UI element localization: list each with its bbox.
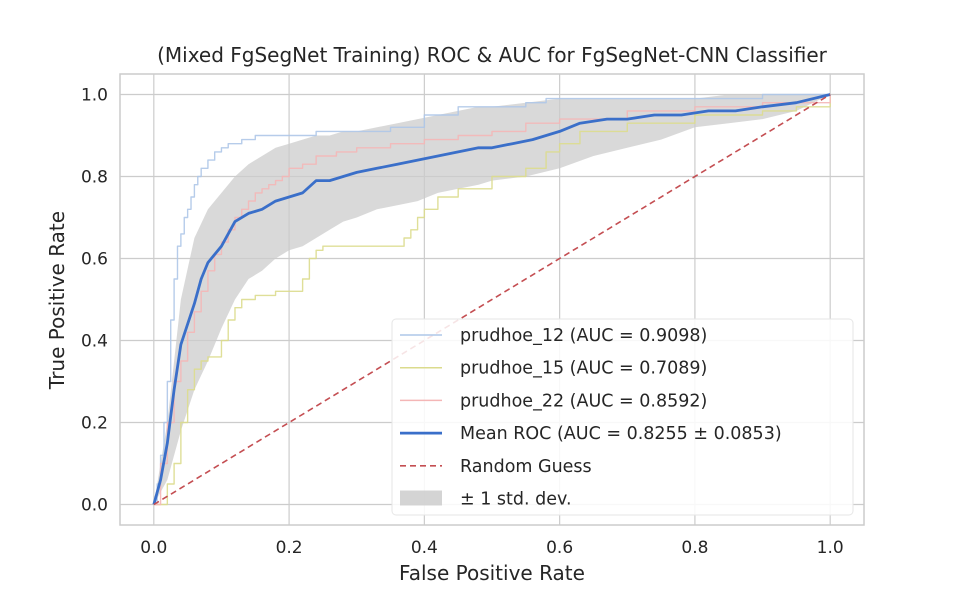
legend-swatch-band (400, 490, 442, 506)
y-axis-ticks: 0.0 0.2 0.4 0.6 0.8 1.0 (81, 86, 108, 516)
legend-label: Random Guess (460, 457, 592, 477)
x-tick-label: 0.8 (681, 538, 708, 558)
x-tick-label: 0.0 (140, 538, 167, 558)
random-guess-line (153, 93, 831, 506)
y-tick-label: 0.4 (81, 332, 108, 352)
x-tick-label: 0.4 (411, 538, 438, 558)
y-tick-label: 1.0 (81, 86, 108, 106)
roc-curve-0 (153, 93, 831, 506)
plot-frame (119, 73, 865, 526)
legend-label: ± 1 std. dev. (460, 490, 572, 510)
y-tick-label: 0.6 (81, 250, 108, 270)
x-tick-label: 0.2 (276, 538, 303, 558)
roc-curve-1 (153, 94, 831, 506)
legend-label: prudhoe_12 (AUC = 0.9098) (460, 326, 707, 346)
chart-title: (Mixed FgSegNet Training) ROC & AUC for … (157, 43, 828, 67)
x-tick-label: 1.0 (817, 538, 844, 558)
series-layer (152, 93, 831, 506)
y-tick-label: 0.0 (81, 496, 108, 516)
legend-box (391, 318, 854, 516)
x-axis-label: False Positive Rate (399, 561, 585, 585)
legend: prudhoe_12 (AUC = 0.9098) prudhoe_15 (AUC… (391, 318, 854, 516)
legend-label: prudhoe_22 (AUC = 0.8592) (460, 391, 707, 411)
legend-label: prudhoe_15 (AUC = 0.7089) (460, 359, 707, 379)
y-axis-label: True Positive Rate (45, 211, 69, 390)
y-tick-label: 0.2 (81, 414, 108, 434)
mean-roc-line (152, 93, 831, 505)
x-axis-ticks: 0.0 0.2 0.4 0.6 0.8 1.0 (140, 538, 843, 558)
roc-curve-2 (153, 94, 831, 506)
y-tick-label: 0.8 (81, 168, 108, 188)
legend-label: Mean ROC (AUC = 0.8255 ± 0.0853) (460, 424, 782, 444)
x-tick-label: 0.6 (546, 538, 573, 558)
std-dev-band (153, 94, 831, 505)
std-dev-band-layer (153, 94, 831, 505)
